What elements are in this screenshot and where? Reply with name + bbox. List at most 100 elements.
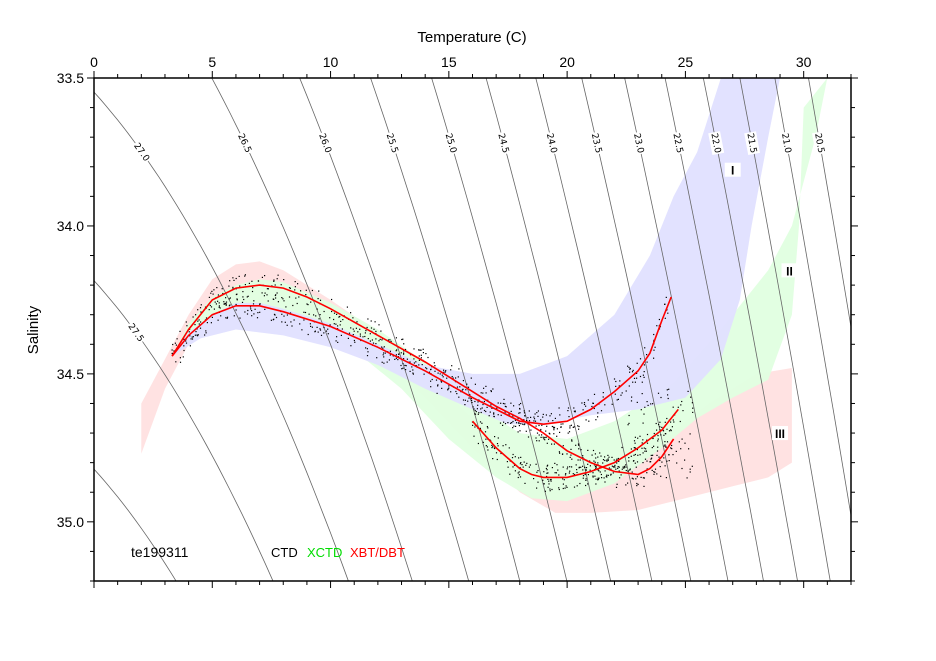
- ctd-point: [456, 393, 458, 395]
- contour-label-bg: [234, 130, 256, 156]
- ctd-point: [239, 317, 241, 319]
- ctd-point: [546, 469, 548, 471]
- ctd-point: [628, 366, 630, 368]
- ctd-point: [226, 316, 229, 318]
- ctd-point: [627, 482, 629, 484]
- ctd-point: [244, 311, 246, 313]
- xbt-fit-lines: [171, 284, 679, 479]
- ctd-point: [558, 451, 560, 453]
- ctd-point: [667, 394, 669, 396]
- ctd-point: [668, 460, 670, 462]
- ctd-point: [283, 279, 285, 281]
- ctd-point: [544, 436, 546, 439]
- ctd-point: [247, 309, 249, 312]
- ctd-point: [594, 475, 596, 477]
- ctd-point: [604, 470, 606, 472]
- ctd-point: [632, 460, 635, 462]
- ctd-point: [409, 361, 411, 363]
- ctd-point: [229, 297, 231, 299]
- ctd-point: [472, 424, 474, 426]
- ctd-point: [617, 457, 619, 460]
- ctd-point: [541, 424, 543, 426]
- ctd-point: [672, 419, 674, 421]
- ctd-point: [263, 295, 265, 297]
- ctd-point: [643, 413, 645, 415]
- ctd-point: [478, 412, 480, 414]
- ctd-point: [451, 376, 453, 378]
- ctd-point: [183, 338, 185, 340]
- ctd-point: [664, 303, 666, 305]
- y-axis-title: Salinity: [25, 305, 42, 354]
- ctd-point: [604, 456, 606, 458]
- ctd-point: [535, 425, 537, 427]
- ctd-point: [594, 466, 597, 468]
- ctd-point: [282, 298, 284, 300]
- ctd-point: [576, 485, 578, 487]
- ctd-point: [477, 404, 479, 406]
- ctd-point: [232, 286, 234, 288]
- ctd-point: [485, 445, 487, 447]
- ctd-point: [553, 443, 555, 445]
- ctd-point: [481, 407, 483, 409]
- ctd-point: [666, 389, 668, 391]
- x-tick-label: 0: [90, 54, 98, 70]
- ctd-point: [412, 373, 414, 375]
- ctd-point: [310, 301, 312, 303]
- ctd-point: [629, 469, 631, 471]
- ctd-point: [573, 426, 575, 428]
- ctd-point: [307, 333, 309, 336]
- contour-label-bg: [130, 139, 154, 165]
- ctd-point: [547, 478, 549, 480]
- ctd-point: [569, 470, 571, 472]
- ctd-point: [225, 301, 228, 303]
- ctd-point: [582, 409, 584, 411]
- ctd-point: [549, 488, 551, 490]
- ctd-point: [629, 368, 631, 370]
- ctd-point: [310, 325, 312, 327]
- ctd-point: [523, 424, 525, 426]
- ctd-point: [427, 356, 429, 359]
- ctd-point: [651, 457, 653, 459]
- ctd-point: [316, 308, 318, 310]
- ctd-point: [400, 364, 402, 367]
- ctd-point: [462, 388, 464, 390]
- ctd-point: [668, 454, 670, 456]
- ctd-point: [266, 288, 268, 290]
- ctd-point: [439, 373, 441, 375]
- ctd-point: [523, 410, 525, 412]
- ctd-point: [235, 303, 237, 306]
- ctd-point: [483, 387, 485, 389]
- ctd-point: [359, 333, 361, 335]
- ctd-point: [335, 340, 337, 342]
- ctd-point: [541, 434, 543, 436]
- ctd-point: [592, 472, 594, 474]
- ctd-point: [300, 290, 302, 292]
- ctd-point: [318, 290, 320, 292]
- ctd-point: [353, 330, 355, 332]
- ctd-point: [686, 477, 688, 479]
- ctd-point: [636, 482, 638, 485]
- ctd-point: [494, 436, 496, 438]
- ctd-point: [519, 430, 521, 432]
- ctd-point: [651, 447, 653, 449]
- ctd-point: [512, 415, 514, 417]
- ctd-point: [653, 445, 655, 447]
- ctd-point: [615, 459, 617, 461]
- ctd-point: [390, 340, 392, 342]
- ctd-point: [664, 441, 666, 443]
- ctd-point: [242, 296, 244, 298]
- ctd-point: [425, 353, 427, 355]
- ctd-point: [650, 403, 652, 405]
- ctd-point: [236, 298, 238, 300]
- ctd-point: [550, 480, 552, 482]
- ctd-point: [398, 353, 400, 355]
- ctd-point: [692, 411, 694, 413]
- ctd-point: [670, 429, 672, 431]
- ctd-point: [400, 352, 402, 354]
- ctd-point: [612, 472, 614, 474]
- ctd-point: [474, 383, 476, 385]
- sigma-contour-line: [664, 78, 764, 581]
- ctd-point: [559, 431, 561, 433]
- ctd-point: [519, 463, 521, 465]
- ctd-point: [504, 411, 506, 413]
